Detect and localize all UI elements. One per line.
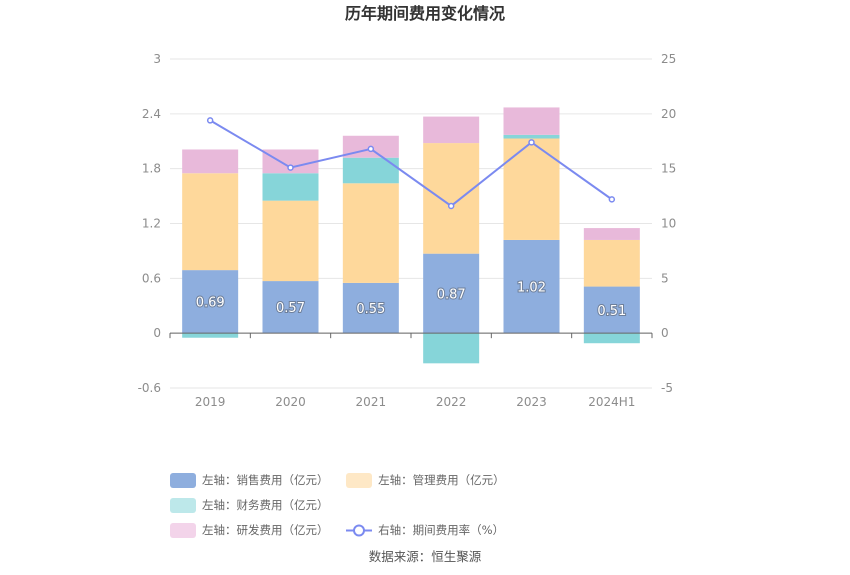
bar-segment	[583, 286, 640, 334]
x-tick-label: 2021	[356, 395, 387, 409]
right-tick-label: 25	[661, 52, 676, 66]
rate-line-path	[209, 119, 613, 208]
left-tick-label: 1.2	[142, 217, 161, 231]
rate-point	[206, 117, 214, 124]
rate-line	[206, 117, 616, 210]
chart-title: 历年期间费用变化情况	[345, 4, 505, 23]
bar-segment	[262, 149, 319, 174]
bar-segment	[182, 333, 239, 338]
source-note: 数据来源：恒生聚源	[368, 549, 482, 564]
x-tick-label: 2022	[436, 395, 467, 409]
bar-segment	[423, 253, 480, 334]
bar-segment	[342, 282, 399, 334]
legend-label-management: 左轴：管理费用（亿元）	[378, 473, 505, 487]
sales-value-label: 0.87	[437, 287, 466, 302]
sales-value-label: 1.02	[517, 281, 546, 296]
chart-svg: 历年期间费用变化情况 -0.600.61.21.82.43-5051015202…	[138, 4, 677, 409]
right-tick-label: -5	[661, 381, 673, 395]
legend-label-sales: 左轴：销售费用（亿元）	[202, 473, 329, 487]
bar-segment	[262, 281, 319, 334]
left-tick-label: -0.6	[138, 381, 161, 395]
sales-value-label: 0.55	[356, 302, 385, 317]
legend-line-swatch-rate	[346, 524, 373, 536]
left-tick-label: 0	[153, 326, 161, 340]
bar-segment	[182, 270, 239, 334]
legend-swatch-finance	[170, 497, 196, 513]
bar-segment	[503, 239, 560, 334]
bars	[182, 107, 640, 364]
bar-segment	[583, 228, 640, 240]
rate-point	[447, 202, 455, 210]
x-tick-label: 2023	[516, 395, 547, 409]
bar-segment	[503, 138, 560, 240]
rate-point	[367, 145, 375, 153]
legend-swatch-management	[346, 472, 373, 488]
bar-segment	[583, 333, 640, 344]
legend: 左轴：销售费用（亿元） 左轴：管理费用（亿元） 左轴：财务费用（亿元） 左轴：研…	[170, 472, 690, 547]
rate-point	[287, 164, 294, 171]
bar-segment	[262, 200, 319, 282]
legend-label-finance: 左轴：财务费用（亿元）	[202, 498, 329, 512]
bar-segment	[423, 333, 480, 364]
left-tick-label: 1.8	[142, 162, 161, 176]
bar-segment	[423, 143, 480, 254]
bar-segment	[503, 107, 560, 135]
bar-segment	[182, 149, 239, 174]
x-tick-label: 2024H1	[588, 395, 635, 409]
rate-point	[608, 196, 616, 203]
grid: -0.6 0 0.6 1.2 1.8 2.4 3 -5 0 5 10 15 20 25	[138, 52, 677, 395]
left-tick-label: 2.4	[142, 107, 161, 121]
x-tick-label: 2019	[195, 395, 226, 409]
legend-label-rnd: 左轴：研发费用（亿元）	[202, 523, 329, 537]
sales-value-label: 0.69	[196, 296, 225, 311]
bar-segment	[262, 173, 319, 201]
legend-swatch-sales	[170, 472, 196, 488]
bar-segment	[583, 239, 640, 287]
left-tick-label: 3	[153, 52, 161, 66]
legend-item-management[interactable]: 左轴：管理费用（亿元）	[346, 472, 505, 488]
right-tick-label: 0	[661, 326, 669, 340]
legend-item-rate[interactable]: 右轴：期间费用率（%）	[346, 522, 504, 538]
sales-value-label: 0.51	[597, 304, 626, 319]
bar-segment	[342, 183, 399, 283]
legend-item-finance[interactable]: 左轴：财务费用（亿元）	[170, 497, 329, 513]
x-axis: 2019 2020 2021 2022 2023 2024H1	[169, 332, 653, 409]
legend-swatch-rnd	[170, 522, 196, 538]
bar-segment	[503, 134, 560, 139]
legend-item-rnd[interactable]: 左轴：研发费用（亿元）	[170, 522, 329, 538]
right-tick-label: 15	[661, 162, 676, 176]
right-tick-label: 10	[661, 217, 676, 231]
legend-label-rate: 右轴：期间费用率（%）	[378, 523, 505, 537]
rate-point	[528, 139, 535, 146]
legend-item-sales[interactable]: 左轴：销售费用（亿元）	[170, 472, 329, 488]
right-tick-label: 5	[661, 271, 669, 285]
right-tick-label: 20	[661, 107, 676, 121]
bar-segment	[182, 173, 239, 271]
x-tick-label: 2020	[275, 395, 306, 409]
bar-segment	[423, 116, 480, 144]
data-labels: 0.69 0.57 0.55 0.87 1.02 0.51	[195, 280, 628, 320]
bar-segment	[342, 157, 399, 184]
sales-value-label: 0.57	[276, 301, 305, 316]
left-tick-label: 0.6	[142, 271, 161, 285]
